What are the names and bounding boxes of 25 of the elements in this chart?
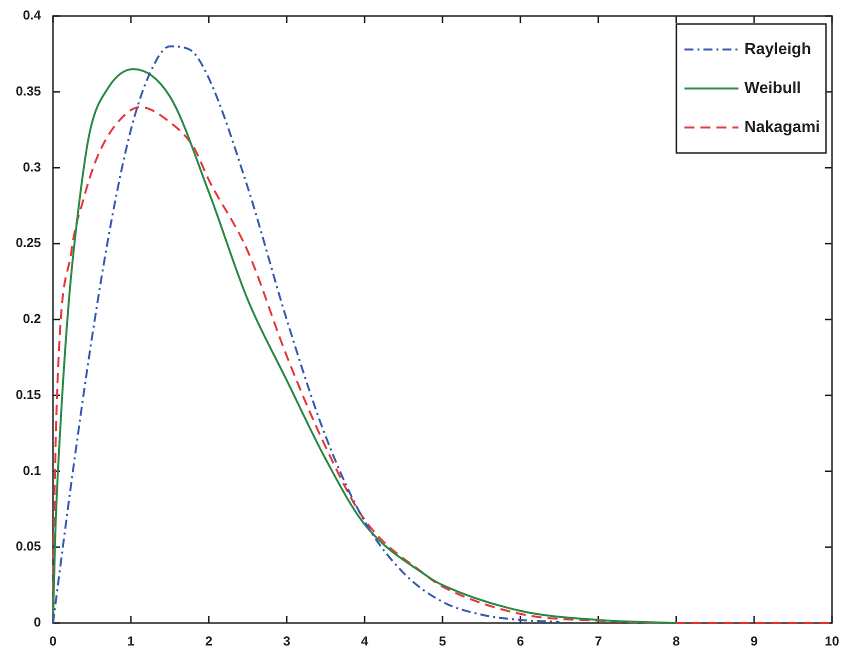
y-tick-label: 0.15 — [16, 386, 41, 402]
x-tick-label: 10 — [824, 633, 840, 648]
y-tick-label: 0 — [34, 614, 41, 630]
legend-label: Weibull — [744, 80, 801, 97]
legend-label: Nakagami — [744, 118, 820, 136]
x-tick-label: 7 — [594, 633, 602, 648]
y-tick-label: 0.4 — [22, 8, 42, 23]
x-tick-label: 5 — [438, 633, 446, 648]
x-tick-label: 6 — [516, 633, 524, 648]
x-tick-label: 4 — [360, 633, 369, 648]
x-tick-label: 0 — [49, 633, 57, 648]
legend-label: Rayleigh — [744, 40, 812, 58]
line-series — [52, 68, 678, 624]
x-tick-label: 9 — [750, 633, 758, 648]
x-tick-label: 2 — [205, 633, 212, 648]
y-tick-label: 0.35 — [16, 83, 41, 98]
y-tick-label: 0.1 — [22, 462, 41, 478]
x-tick-label: 8 — [672, 633, 680, 648]
x-tick-label: 3 — [283, 633, 290, 648]
x-tick-label: 1 — [127, 633, 135, 648]
y-tick-label: 0.3 — [22, 159, 41, 174]
y-tick-label: 0.25 — [16, 235, 41, 250]
y-tick-label: 0.2 — [22, 311, 41, 326]
y-tick-label: 0.05 — [16, 538, 41, 554]
line-series — [52, 45, 560, 624]
